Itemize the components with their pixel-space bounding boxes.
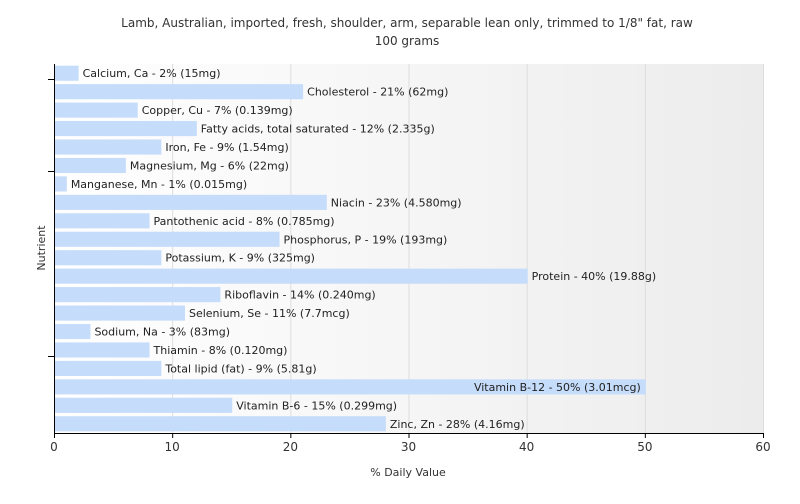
x-tick-label: 50 — [637, 440, 652, 454]
bar-label: Pantothenic acid - 8% (0.785mg) — [154, 215, 335, 228]
bar — [55, 194, 327, 210]
bar-label: Magnesium, Mg - 6% (22mg) — [130, 159, 289, 172]
bar — [55, 231, 280, 247]
bar — [55, 65, 79, 81]
bar-label: Total lipid (fat) - 9% (5.81g) — [164, 362, 316, 375]
bar-label: Zinc, Zn - 28% (4.16mg) — [390, 418, 525, 431]
bar — [55, 139, 162, 155]
x-tick-label: 30 — [401, 440, 416, 454]
bar — [55, 379, 646, 395]
bar — [55, 176, 67, 192]
x-tick-label: 60 — [755, 440, 770, 454]
bar-label: Manganese, Mn - 1% (0.015mg) — [71, 178, 247, 191]
bar-label: Fatty acids, total saturated - 12% (2.33… — [201, 123, 435, 136]
bar-label: Sodium, Na - 3% (83mg) — [94, 326, 230, 339]
bar-label: Copper, Cu - 7% (0.139mg) — [142, 104, 293, 117]
x-tick-label: 0 — [50, 440, 58, 454]
bar — [55, 84, 304, 100]
bar — [55, 268, 528, 284]
bar — [55, 287, 221, 303]
bars: Calcium, Ca - 2% (15mg) Cholesterol - 21%… — [55, 65, 657, 432]
bar-label: Phosphorus, P - 19% (193mg) — [284, 233, 448, 246]
bar-label: Vitamin B-12 - 50% (3.01mcg) — [474, 381, 641, 394]
x-tick-label: 40 — [519, 440, 534, 454]
bar-label: Niacin - 23% (4.580mg) — [331, 196, 462, 209]
axes: 0 10 20 30 40 50 60 — [48, 64, 771, 454]
bar-label: Thiamin - 8% (0.120mg) — [153, 344, 288, 357]
bar — [55, 416, 386, 432]
bar — [55, 121, 197, 137]
bar — [55, 397, 233, 413]
bar — [55, 102, 138, 118]
bar — [55, 213, 150, 229]
bar — [55, 250, 162, 266]
y-axis-label: Nutrient — [35, 225, 48, 271]
bar-label: Vitamin B-6 - 15% (0.299mg) — [236, 399, 397, 412]
bar — [55, 360, 162, 376]
bar — [55, 323, 91, 340]
bar-label: Protein - 40% (19.88g) — [532, 270, 657, 283]
bar — [55, 305, 185, 321]
bar-label: Cholesterol - 21% (62mg) — [307, 86, 448, 99]
bar-label: Selenium, Se - 11% (7.7mcg) — [189, 307, 350, 320]
bar-label: Iron, Fe - 9% (1.54mg) — [165, 141, 288, 154]
bar — [55, 157, 126, 174]
x-tick-label: 20 — [283, 440, 298, 454]
bar — [55, 342, 150, 358]
chart-title: Lamb, Australian, imported, fresh, shoul… — [121, 16, 693, 30]
bar-label: Potassium, K - 9% (325mg) — [165, 252, 315, 265]
bar-label: Riboflavin - 14% (0.240mg) — [224, 289, 375, 302]
x-tick-label: 10 — [165, 440, 180, 454]
chart-subtitle: 100 grams — [375, 34, 440, 48]
bar-label: Calcium, Ca - 2% (15mg) — [83, 67, 221, 80]
x-axis-label: % Daily Value — [370, 466, 446, 479]
